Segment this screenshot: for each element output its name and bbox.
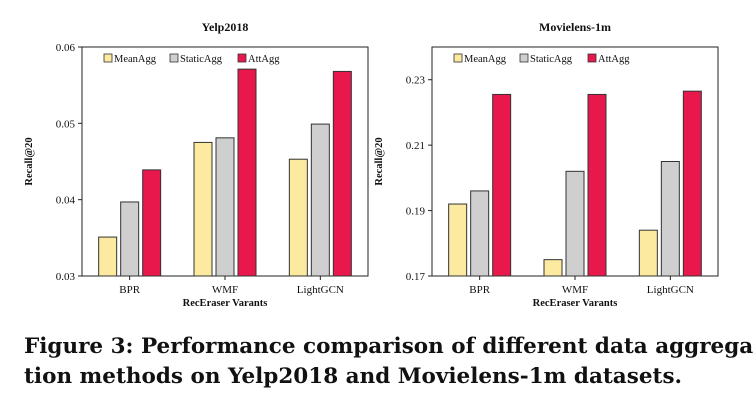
legend-swatch-attagg — [237, 53, 247, 63]
legend-swatch-staticagg — [169, 53, 179, 63]
bar-attagg-lightgcn — [332, 70, 352, 277]
bar-meanagg-bpr — [448, 203, 468, 277]
bar-staticagg-wmf — [565, 170, 585, 277]
y-tick-label: 0.06 — [56, 42, 76, 54]
chart-title: Yelp2018 — [202, 20, 249, 34]
bar-attagg-wmf — [237, 68, 257, 277]
x-tick-label: BPR — [119, 284, 140, 296]
x-tick-label: LightGCN — [647, 284, 694, 296]
x-tick-label: LightGCN — [297, 284, 344, 296]
bar-staticagg-wmf — [215, 137, 235, 277]
bar-meanagg-lightgcn — [288, 158, 308, 277]
bar-meanagg-wmf — [193, 141, 213, 277]
chart-yelp2018: Yelp2018 0.03 0.04 0.05 0.06 Recall@20 BPR WMF L… — [24, 20, 369, 309]
chart-title: Movielens-1m — [539, 20, 611, 34]
bar-staticagg-lightgcn — [660, 161, 680, 277]
bar-meanagg-bpr — [98, 236, 118, 277]
bar-staticagg-bpr — [120, 201, 140, 277]
bar-meanagg-wmf — [543, 259, 563, 277]
chart-movielens-1m: Movielens-1m 0.17 0.19 0.21 0.23 Recall@20 BPR… — [374, 20, 719, 309]
y-tick-label: 0.17 — [406, 271, 426, 283]
legend-label-staticagg: StaticAgg — [530, 54, 573, 65]
y-tick-label: 0.21 — [406, 140, 425, 152]
x-tick-label: BPR — [469, 284, 490, 296]
bar-meanagg-lightgcn — [638, 229, 658, 277]
y-tick-label: 0.23 — [406, 75, 426, 87]
legend-label-attagg: AttAgg — [248, 54, 280, 65]
legend-swatch-meanagg — [103, 53, 113, 63]
caption-line-1: Figure 3: Performance comparison of diff… — [24, 334, 753, 359]
legend-swatch-attagg — [587, 53, 597, 63]
bar-attagg-wmf — [587, 93, 607, 277]
legend: MeanAgg StaticAgg AttAgg — [453, 53, 630, 65]
bar-attagg-bpr — [492, 93, 512, 277]
legend: MeanAgg StaticAgg AttAgg — [103, 53, 280, 65]
legend-label-attagg: AttAgg — [598, 54, 630, 65]
x-axis-label: RecEraser Varants — [183, 298, 268, 309]
x-tick-label: WMF — [562, 284, 588, 296]
legend-label-staticagg: StaticAgg — [180, 54, 223, 65]
bar-attagg-bpr — [142, 169, 162, 277]
y-tick-label: 0.05 — [56, 118, 76, 130]
legend-swatch-staticagg — [519, 53, 529, 63]
bar-staticagg-bpr — [470, 190, 490, 277]
caption-line-2: tion methods on Yelp2018 and Movielens-1… — [24, 364, 683, 389]
y-tick-label: 0.19 — [406, 206, 426, 218]
x-axis-label: RecEraser Varants — [533, 298, 618, 309]
y-tick-label: 0.04 — [56, 195, 76, 207]
y-tick-label: 0.03 — [56, 271, 76, 283]
bar-staticagg-lightgcn — [310, 123, 330, 277]
figure-caption: Figure 3: Performance comparison of diff… — [24, 332, 753, 392]
figure: Yelp2018 0.03 0.04 0.05 0.06 Recall@20 BPR WMF L… — [24, 20, 719, 309]
bar-attagg-lightgcn — [682, 90, 702, 277]
legend-label-meanagg: MeanAgg — [114, 54, 157, 65]
legend-label-meanagg: MeanAgg — [464, 54, 507, 65]
y-axis-label: Recall@20 — [24, 137, 35, 185]
x-tick-label: WMF — [212, 284, 238, 296]
legend-swatch-meanagg — [453, 53, 463, 63]
y-axis-label: Recall@20 — [374, 137, 385, 185]
